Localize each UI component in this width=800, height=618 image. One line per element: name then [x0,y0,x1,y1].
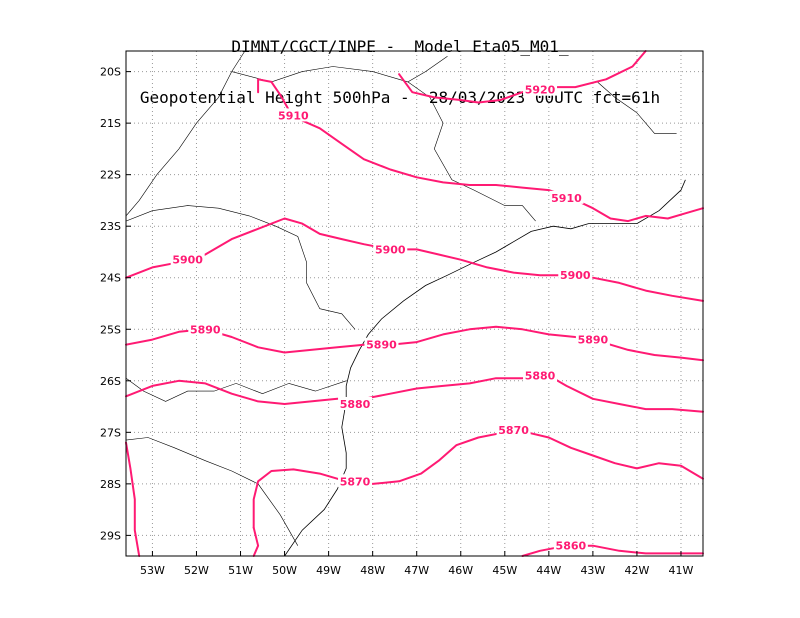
x-tick-label: 46W [448,564,473,577]
contour-label-5900: 5900 [375,243,406,256]
x-tick-label: 53W [140,564,165,577]
coastline [284,179,686,557]
contour-5910 [257,78,704,223]
x-tick-label: 44W [536,564,561,577]
y-tick-label: 29S [100,529,121,542]
state-border [125,205,356,330]
x-tick-label: 45W [492,564,517,577]
axis-ticks: 53W 52W 51W 50W 49W 48W 47W 46W 45W 44W 43W 42W 41W 2… [100,66,694,577]
plot-frame [125,50,704,557]
contour-label-bg [170,252,205,266]
contour-label-5870: 5870 [340,475,371,488]
contour-label-bg [276,108,311,122]
contour-label-5900: 5900 [172,254,203,267]
contour-label-bg [373,242,408,256]
gridlines [126,51,703,556]
contour-label-5910: 5910 [551,192,582,205]
y-tick-label: 21S [100,117,121,130]
contour-5920 [398,50,647,104]
contour-label-5880: 5880 [525,370,556,383]
x-tick-label: 42W [624,564,649,577]
contour-label-5880: 5880 [340,398,371,411]
contour-5890 [125,325,704,362]
contour-label-5890: 5890 [578,334,609,347]
contour-label-bg [364,337,399,351]
x-tick-label: 52W [184,564,209,577]
state-border [125,50,246,217]
contour-lines [125,50,704,557]
contour-5880 [125,374,704,413]
contour-labels: 5920 5910 5910 5900 5900 5900 5890 5890 5890 5880… [170,82,610,553]
contour-label-5910: 5910 [278,109,309,122]
contour-label-bg [549,190,584,204]
y-tick-label: 20S [100,66,121,79]
contour-label-bg [553,538,588,552]
state-border [125,437,299,546]
x-tick-label: 43W [580,564,605,577]
contour-label-5920: 5920 [525,84,556,97]
coastlines-borders [125,50,686,557]
y-tick-label: 22S [100,169,121,182]
x-tick-label: 51W [228,564,253,577]
y-tick-label: 26S [100,375,121,388]
contour-5870 [252,526,260,557]
contour-label-bg [523,368,558,382]
contour-label-bg [338,396,373,410]
contour-label-5900: 5900 [560,269,591,282]
state-border [407,55,448,83]
contour-label-bg [575,332,610,346]
contour-label-5870: 5870 [498,424,529,437]
contour-label-5890: 5890 [190,323,221,336]
x-tick-label: 41W [669,564,694,577]
contour-label-bg [188,322,223,336]
contour-label-bg [523,82,558,96]
contour-5900 [125,217,704,302]
state-border [597,81,677,134]
contour-5860 [521,544,704,557]
contour-label-5890: 5890 [366,339,397,352]
contour-label-5860: 5860 [556,540,587,553]
state-border [125,377,347,402]
contour-label-bg [496,422,531,436]
y-tick-label: 25S [100,323,121,336]
y-tick-label: 23S [100,220,121,233]
x-tick-label: 50W [272,564,297,577]
y-tick-label: 24S [100,272,121,285]
contour-5870 [252,431,704,529]
x-tick-label: 47W [404,564,429,577]
contour-label-bg [338,474,373,488]
contour-5860 [125,441,141,557]
y-tick-label: 28S [100,478,121,491]
state-border [231,66,536,222]
contour-label-bg [558,268,593,282]
y-tick-label: 27S [100,426,121,439]
x-tick-label: 48W [360,564,385,577]
x-tick-label: 49W [316,564,341,577]
